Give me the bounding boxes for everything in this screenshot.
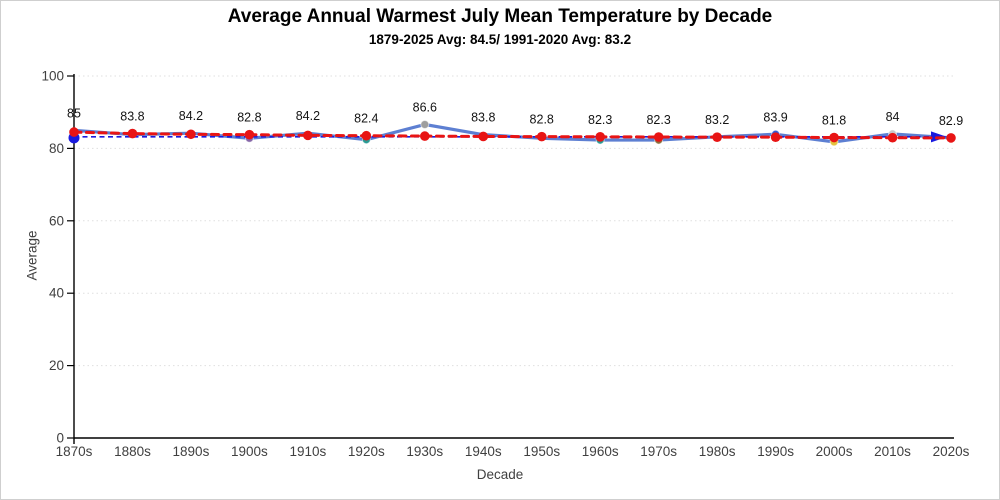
trend-marker — [829, 132, 839, 143]
x-tick-label: 1960s — [582, 444, 619, 459]
trend-marker — [536, 131, 547, 142]
x-tick-label: 2000s — [816, 444, 853, 459]
trend-marker — [887, 132, 898, 143]
trend-line — [72, 130, 953, 140]
x-tick-label: 1890s — [173, 444, 210, 459]
x-tick-label: 1970s — [640, 444, 677, 459]
x-axis-title: Decade — [476, 467, 524, 482]
x-tick-label: 1940s — [465, 444, 502, 459]
x-tick-label: 1980s — [699, 444, 736, 459]
y-tick-label: 0 — [56, 431, 64, 446]
trend-marker — [361, 130, 372, 141]
y-tick-label: 60 — [49, 213, 64, 228]
data-label: 81.8 — [822, 114, 846, 128]
data-label: 84.2 — [296, 109, 320, 123]
trend-marker — [653, 132, 664, 142]
x-tick-label: 1910s — [289, 444, 326, 459]
y-axis-title: Average — [24, 230, 40, 281]
data-label: 83.2 — [705, 113, 729, 127]
y-tick-label: 20 — [49, 358, 64, 373]
data-label: 82.9 — [939, 114, 963, 128]
x-tick-label: 1950s — [523, 444, 560, 459]
data-label: 82.3 — [646, 113, 670, 127]
data-label: 84 — [886, 110, 900, 124]
trend-marker — [69, 127, 79, 137]
chart-subtitle: 1879-2025 Avg: 84.5/ 1991-2020 Avg: 83.2 — [368, 32, 632, 47]
x-tick-label: 1880s — [114, 444, 151, 459]
data-label: 83.9 — [763, 110, 787, 124]
x-tick-label: 2020s — [933, 444, 970, 459]
chart-title: Average Annual Warmest July Mean Tempera… — [227, 6, 773, 27]
data-label: 85 — [67, 106, 81, 120]
trend-marker — [127, 128, 138, 139]
data-label: 83.8 — [120, 110, 144, 124]
trend-marker — [712, 132, 722, 142]
trend-marker — [420, 131, 430, 141]
data-label: 82.3 — [588, 113, 612, 127]
y-tick-label: 100 — [41, 69, 64, 84]
data-label: 83.8 — [471, 111, 495, 125]
data-label: 86.6 — [413, 101, 437, 115]
trend-marker — [303, 130, 313, 141]
x-tick-label: 1990s — [757, 444, 794, 459]
x-tick-label: 2010s — [874, 444, 911, 459]
trend-marker — [770, 132, 781, 142]
y-tick-label: 80 — [49, 141, 64, 156]
trend-marker — [186, 129, 196, 140]
data-label: 84.2 — [179, 109, 203, 123]
trend-marker — [595, 132, 605, 142]
x-tick-label: 1900s — [231, 444, 268, 459]
data-label: 82.4 — [354, 112, 378, 126]
x-tick-label: 1930s — [406, 444, 443, 459]
x-tick-label: 1920s — [348, 444, 385, 459]
trend-marker — [478, 131, 489, 142]
x-tick-label: 1870s — [56, 444, 93, 459]
y-tick-label: 40 — [49, 286, 64, 301]
data-label: 82.8 — [530, 113, 554, 127]
point-marker — [420, 120, 430, 130]
trend-marker — [244, 129, 255, 140]
data-label: 82.8 — [237, 111, 261, 125]
trend-marker — [946, 133, 956, 143]
